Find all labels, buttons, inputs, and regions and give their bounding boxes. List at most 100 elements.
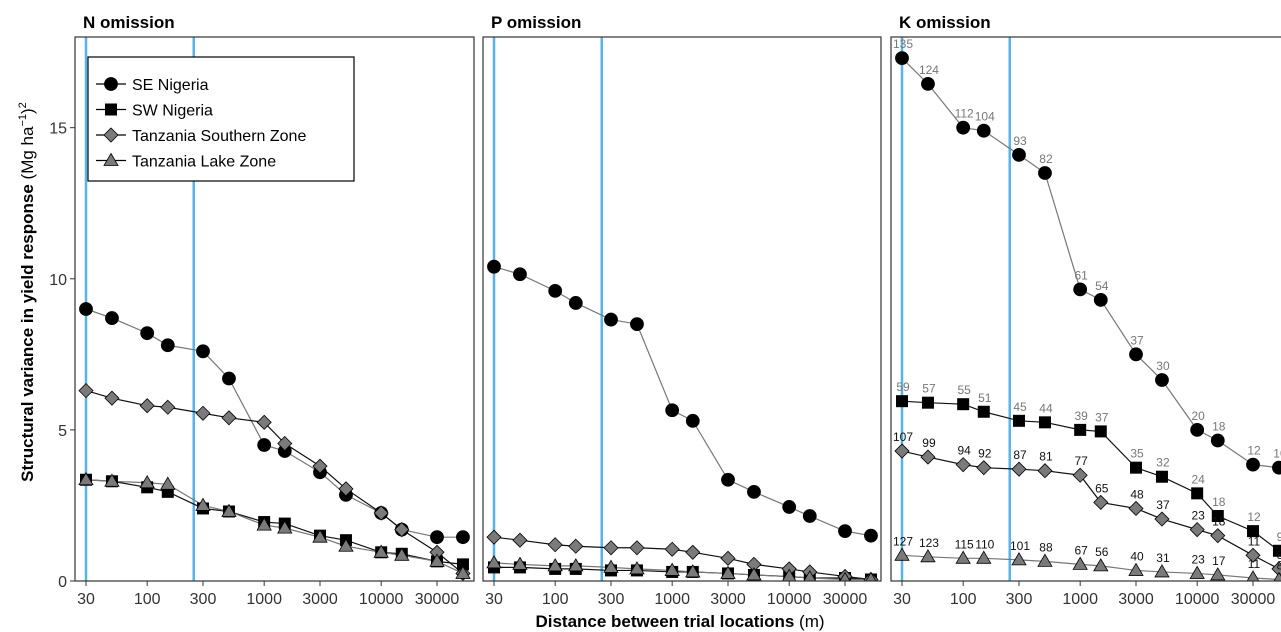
data-point-tanzania-lake-zone: [1273, 571, 1281, 581]
data-point-tanzania-southern-zone: [955, 457, 971, 473]
data-point-se-nigeria: [802, 509, 817, 523]
x-tick-label: 30: [893, 591, 911, 608]
data-point-tanzania-southern-zone: [1210, 528, 1226, 544]
data-point-sw-nigeria: [896, 395, 908, 408]
legend-label: Tanzania Southern Zone: [132, 128, 306, 145]
data-label: 24: [1191, 472, 1205, 486]
data-point-tanzania-southern-zone: [1189, 522, 1205, 538]
data-point-sw-nigeria: [1155, 470, 1168, 483]
data-label: 48: [1130, 487, 1144, 501]
data-point-tanzania-southern-zone: [373, 505, 389, 521]
legend-item-se-nigeria: SE Nigeria: [96, 77, 209, 94]
x-tick-label: 3000: [1118, 591, 1154, 608]
data-label: 99: [922, 436, 936, 450]
data-point-se-nigeria: [456, 530, 470, 545]
legend: SE Nigeria SW Nigeria Tanzania Southern Zo…: [87, 56, 355, 182]
data-label: 88: [1039, 540, 1053, 554]
data-label: 12: [1247, 444, 1261, 458]
data-point-tanzania-lake-zone: [312, 529, 328, 543]
data-point-tanzania-lake-zone: [160, 476, 176, 490]
data-point-tanzania-southern-zone: [78, 383, 94, 399]
data-label: 112: [955, 107, 974, 121]
data-point-tanzania-lake-zone: [455, 565, 471, 579]
data-label: 94: [957, 444, 971, 458]
data-point-tanzania-lake-zone: [1093, 558, 1109, 572]
data-point-se-nigeria: [685, 413, 700, 428]
data-point-se-nigeria: [864, 528, 878, 543]
data-point-se-nigeria: [665, 403, 680, 418]
x-tick-label: 30000: [823, 591, 868, 608]
x-tick-label: 30000: [415, 591, 460, 608]
data-point-tanzania-southern-zone: [920, 449, 936, 465]
data-point-sw-nigeria: [1094, 425, 1107, 438]
data-point-sw-nigeria: [1074, 423, 1087, 436]
data-label: 56: [1095, 545, 1109, 559]
data-label: 31: [1156, 551, 1170, 565]
data-label: 110: [975, 537, 994, 551]
data-point-tanzania-southern-zone: [976, 460, 992, 476]
data-label: 115: [955, 537, 974, 551]
data-point-tanzania-southern-zone: [160, 399, 176, 415]
data-point-se-nigeria: [895, 51, 909, 66]
data-label: 30: [1156, 359, 1170, 373]
data-point-tanzania-lake-zone: [256, 517, 272, 531]
data-label: 92: [978, 447, 992, 461]
plot-area: [486, 37, 879, 581]
data-label: 37: [1156, 498, 1170, 512]
x-tick-label: 100: [134, 591, 161, 608]
data-point-tanzania-lake-zone: [685, 564, 701, 578]
panel-title: K omission: [899, 13, 991, 32]
x-tick-label: 1000: [654, 591, 690, 608]
data-point-tanzania-lake-zone: [1189, 565, 1205, 579]
panel-title: P omission: [491, 13, 581, 32]
x-axis-label: Distance between trial locations (m): [535, 612, 824, 631]
data-point-tanzania-lake-zone: [104, 473, 120, 487]
data-label: 81: [1039, 450, 1053, 464]
panel-border: [74, 36, 475, 582]
axis-titles: Distance between trial locations (m) Str…: [17, 102, 825, 631]
data-point-tanzania-lake-zone: [720, 565, 736, 579]
data-point-tanzania-southern-zone: [1154, 511, 1170, 527]
data-point-tanzania-lake-zone: [920, 549, 936, 563]
data-point-se-nigeria: [1038, 166, 1052, 180]
data-label: 18: [1212, 495, 1226, 509]
data-point-tanzania-lake-zone: [1154, 564, 1170, 578]
panel-k-omission: K omission 135 124 112 104 93 82 61 54 37 30 20 18 12…: [890, 13, 1281, 608]
data-point-se-nigeria: [604, 312, 618, 327]
panel-border: [482, 36, 882, 582]
data-point-tanzania-lake-zone: [1037, 553, 1053, 567]
x-tick-label: 10000: [1175, 591, 1220, 608]
panel-p-omission: P omission 30 100 300 1000 3000 10000 30000: [482, 13, 882, 608]
data-point-tanzania-southern-zone: [256, 414, 272, 430]
legend-item-tanzania-southern-zone: Tanzania Southern Zone: [96, 127, 306, 145]
series-line-se-nigeria: [493, 266, 872, 537]
data-point-tanzania-lake-zone: [629, 561, 645, 575]
data-label: 23: [1191, 509, 1205, 523]
data-label: 123: [919, 536, 939, 550]
data-point-tanzania-lake-zone: [894, 547, 910, 561]
data-point-tanzania-lake-zone: [781, 568, 797, 581]
data-point-sw-nigeria: [1191, 487, 1204, 500]
panel-border: [890, 36, 1281, 582]
series-line-se-nigeria: [85, 308, 463, 538]
data-point-tanzania-lake-zone: [277, 520, 293, 534]
data-point-se-nigeria: [721, 472, 735, 487]
data-label: 87: [1013, 448, 1027, 462]
data-label: 93: [1013, 134, 1027, 148]
data-point-tanzania-southern-zone: [1093, 494, 1109, 510]
data-point-tanzania-lake-zone: [221, 503, 237, 517]
data-point-tanzania-lake-zone: [1128, 562, 1144, 576]
data-label: 54: [1095, 279, 1109, 293]
data-point-tanzania-southern-zone: [547, 537, 563, 553]
data-point-tanzania-lake-zone: [547, 558, 563, 572]
data-point-tanzania-southern-zone: [1037, 463, 1053, 479]
legend-label: Tanzania Lake Zone: [132, 154, 276, 171]
data-point-tanzania-southern-zone: [277, 435, 293, 452]
data-point-tanzania-lake-zone: [139, 474, 155, 489]
data-point-tanzania-lake-zone: [1210, 567, 1226, 581]
legend-box: [87, 56, 355, 182]
data-label: 39: [1074, 409, 1088, 423]
legend-marker-triangle: [103, 152, 119, 166]
data-point-se-nigeria: [160, 338, 175, 353]
